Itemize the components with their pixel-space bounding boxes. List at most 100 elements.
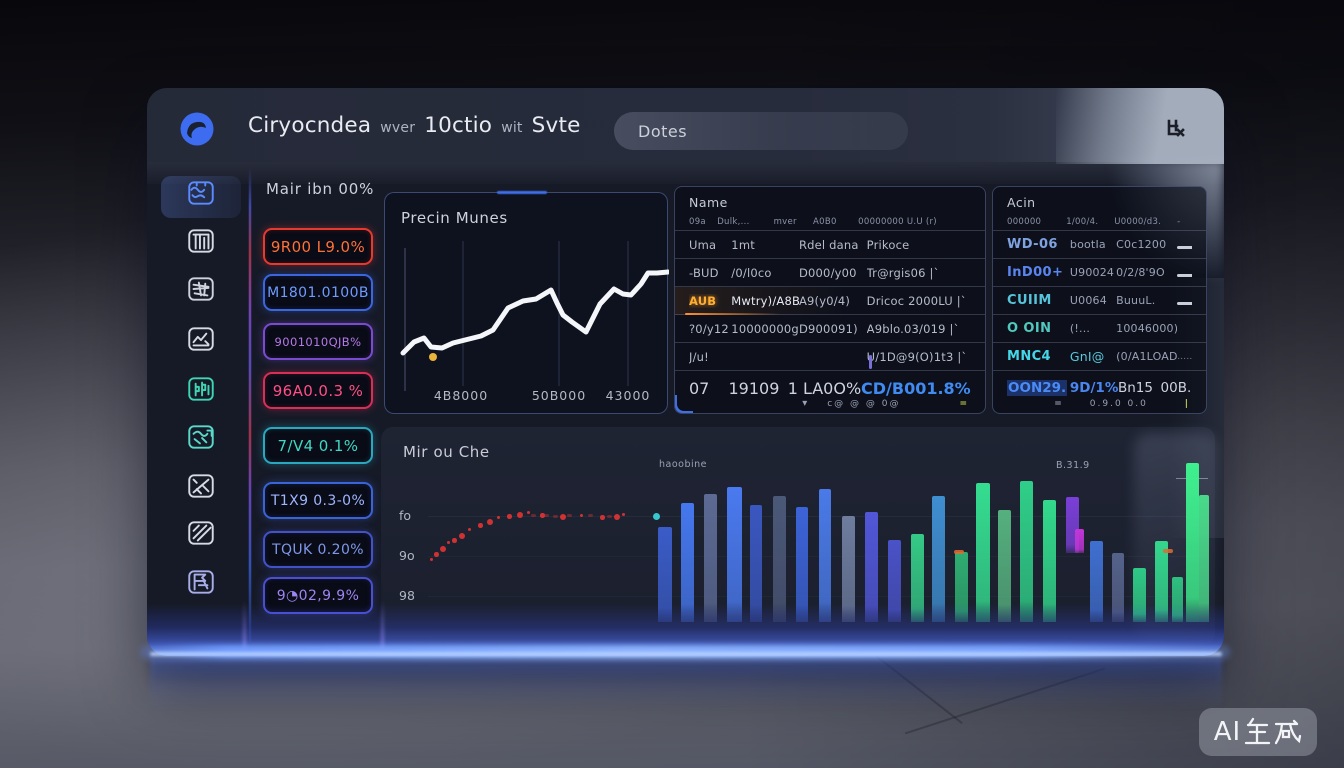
- volume-bar[interactable]: [1043, 500, 1056, 622]
- svg-text:4B8000: 4B8000: [434, 388, 488, 403]
- watchlist-pill[interactable]: 9◔02,9.9%: [263, 577, 373, 614]
- table-row[interactable]: WD-06 bootIa C0c1200: [993, 231, 1206, 259]
- table-row[interactable]: OON29. 9D/1% Bn15 00B.: [993, 371, 1206, 405]
- app-title-part: wver: [380, 120, 416, 136]
- table-cell: (0/A1LOAD: [1116, 350, 1178, 363]
- key-icon[interactable]: [1165, 118, 1187, 140]
- scatter-dot: [600, 515, 605, 520]
- watchlist-pill[interactable]: 7/V4 0.1%: [263, 427, 373, 464]
- sidebar-item-flag-chart[interactable]: [183, 566, 219, 598]
- table-row[interactable]: -BUD/0/l0co D000/y00 Tr@rgis06 |`: [675, 259, 985, 287]
- table-row[interactable]: InD00+ U90024 0/2/8'9O: [993, 259, 1206, 287]
- volume-bar[interactable]: [1133, 568, 1146, 622]
- price-line-chart[interactable]: 4B8000 50B000 43000: [385, 193, 669, 415]
- ai-generated-watermark: AI: [1199, 708, 1317, 756]
- table-row[interactable]: J/u! U/1D@9(O)1t3 |`: [675, 343, 985, 371]
- volume-bar[interactable]: [1020, 481, 1033, 622]
- table-row[interactable]: 000000 1/00/4. U0000/d3. -: [993, 213, 1206, 231]
- sidebar-item-photo-diag[interactable]: [183, 470, 219, 502]
- table-row[interactable]: Uma 1mt Rdel dana Prikoce: [675, 231, 985, 259]
- table-row[interactable]: MNC4 GnI@ (0/A1LOAD......: [993, 343, 1206, 371]
- volume-bar[interactable]: [842, 516, 855, 622]
- pagination-end[interactable]: |: [1184, 399, 1190, 409]
- volume-bar[interactable]: [1075, 529, 1084, 553]
- sidebar-item-candles-teal[interactable]: [183, 373, 219, 405]
- sidebar-item-tag-doodle[interactable]: [183, 421, 219, 453]
- volume-bar[interactable]: [750, 505, 762, 622]
- sidebar-item-stripes-diag[interactable]: [183, 517, 219, 549]
- table-row[interactable]: ?0/y12 10000000g) D900091) A9blo.03/019 |`: [675, 315, 985, 343]
- svg-text:43000: 43000: [606, 388, 651, 403]
- glow-streak: [243, 600, 246, 656]
- watchlist-pill[interactable]: T1X9 0.3-0%: [263, 482, 373, 519]
- y-axis-label: 98: [399, 588, 415, 603]
- volume-bar[interactable]: [1155, 541, 1168, 622]
- top-bar-edge: [147, 162, 1224, 184]
- table-cell: CUIIM: [1007, 293, 1052, 308]
- scatter-dot: [430, 558, 433, 561]
- gridline: [428, 596, 1203, 597]
- table-row[interactable]: 09a Dulk,... mver A0B0 00000000 U.U (r): [675, 213, 985, 231]
- watchlist-pill[interactable]: 9001010QJB%: [263, 323, 373, 360]
- volume-bar[interactable]: [1186, 463, 1199, 622]
- volume-bar[interactable]: [1112, 553, 1124, 622]
- table-cell: GnI@: [1069, 349, 1105, 364]
- window-shadow: [150, 660, 1222, 686]
- watchlist-pill[interactable]: TQUK 0.20%: [263, 531, 373, 568]
- table-row[interactable]: CUIIM U0064 BuuuL.: [993, 287, 1206, 315]
- sidebar-item-scribble-grid[interactable]: [183, 273, 219, 305]
- table-cell: MNC4: [1007, 349, 1052, 364]
- volume-bar[interactable]: [727, 487, 742, 622]
- watchlist-pill[interactable]: 96A0.0.3 %: [263, 372, 373, 409]
- volume-bar[interactable]: [681, 503, 694, 622]
- volume-bar[interactable]: [658, 527, 672, 622]
- footer-cell: 9D/1%: [1069, 380, 1118, 396]
- volume-bar[interactable]: [888, 540, 901, 622]
- volume-bar[interactable]: [976, 483, 990, 622]
- table-row[interactable]: O OIN (!... 10046000): [993, 315, 1206, 343]
- volume-bar[interactable]: [704, 494, 717, 622]
- table-cell: 1mt: [731, 237, 755, 252]
- volume-bar[interactable]: [911, 534, 924, 622]
- table-row[interactable]: 07 19109 1 LA0O% CD/B001.8%: [675, 371, 985, 405]
- volume-bar[interactable]: [955, 552, 968, 622]
- volume-bar[interactable]: [865, 512, 878, 622]
- volume-bar[interactable]: [796, 507, 808, 622]
- scatter-dot: [507, 514, 512, 519]
- volume-bar-chart[interactable]: fo 9o 98 haoobine B.31.9: [381, 427, 1215, 645]
- accent-underline: [685, 312, 781, 315]
- sidebar-item-monitor-wave[interactable]: [183, 177, 219, 209]
- table-cell: WD-06: [1007, 237, 1058, 252]
- volume-bar[interactable]: [932, 496, 945, 622]
- price-chart-panel: Precin Munes 4B8000 50B000 43000: [384, 191, 669, 415]
- market-pagination[interactable]: ▾ c@ @ @ 0@ =: [675, 398, 985, 409]
- search-input[interactable]: Dotes: [614, 112, 908, 150]
- dashboard-window: Ciryocndea wver 10ctio wit Svte Dotes: [147, 88, 1224, 656]
- table-cell: Mwtry)/A8B: [731, 293, 799, 308]
- gridline: [428, 556, 1203, 557]
- pagination-caret[interactable]: ▾: [802, 398, 810, 409]
- scatter-dot: [580, 514, 583, 517]
- watchlist-pill[interactable]: M1801.0100B: [263, 274, 373, 311]
- pagination-dots[interactable]: 0.9.0 0.0: [1089, 399, 1148, 409]
- scatter-dot: [440, 546, 447, 553]
- pagination-dots[interactable]: c@ @ @ 0@: [827, 398, 901, 409]
- sidebar-item-chart-doodle[interactable]: [183, 323, 219, 355]
- action-pagination[interactable]: = 0.9.0 0.0 |: [993, 399, 1206, 409]
- column-header: 00000000 U.U (r): [858, 216, 937, 227]
- app-logo[interactable]: [179, 111, 215, 147]
- table-cell: 10046000): [1116, 322, 1178, 335]
- volume-bar[interactable]: [773, 496, 786, 622]
- table-row[interactable]: AUB Mwtry)/A8B A9(y0/4) Dricoc 2000LU |`: [675, 287, 985, 315]
- volume-bar[interactable]: [819, 489, 831, 622]
- volume-bar[interactable]: [1199, 495, 1209, 622]
- volume-bar[interactable]: [1172, 577, 1183, 622]
- watchlist-pill[interactable]: 9R00 L9.0%: [263, 228, 373, 265]
- sidebar-item-bar-columns[interactable]: [183, 225, 219, 257]
- pagination-end[interactable]: =: [959, 398, 969, 409]
- scatter-dot: [614, 514, 621, 521]
- svg-text:50B000: 50B000: [532, 388, 586, 403]
- volume-bar[interactable]: [998, 510, 1011, 622]
- pagination-caret[interactable]: =: [1054, 399, 1064, 409]
- volume-bar[interactable]: [1090, 541, 1103, 622]
